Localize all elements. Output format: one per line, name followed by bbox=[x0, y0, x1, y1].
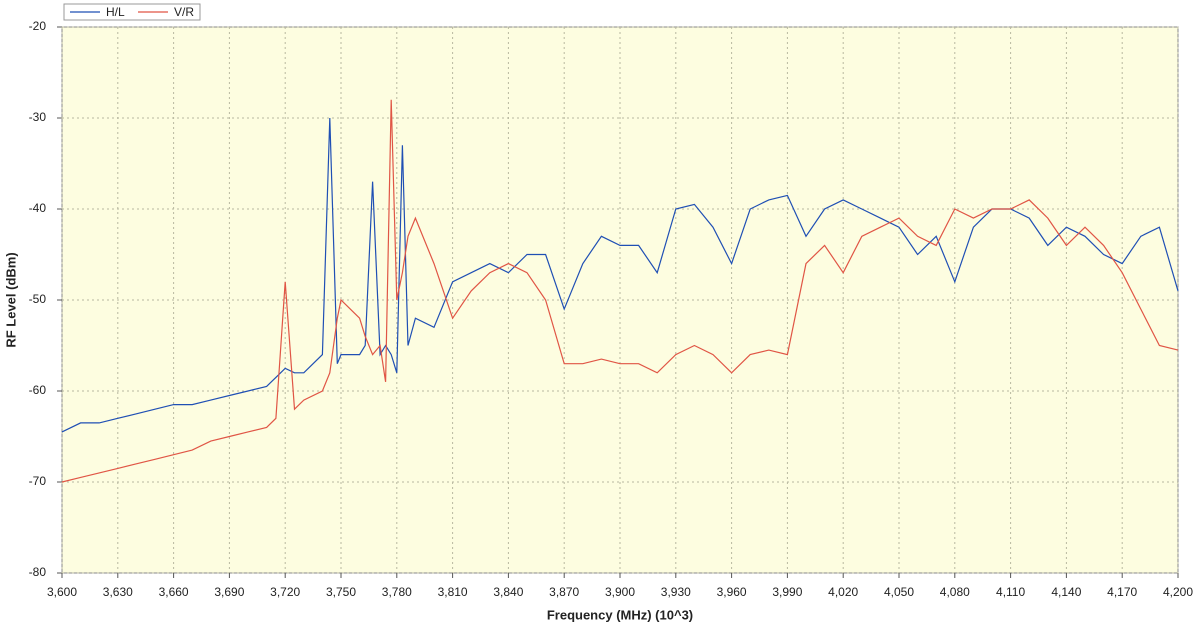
y-axis-title: RF Level (dBm) bbox=[3, 252, 18, 347]
x-tick-label: 3,990 bbox=[772, 585, 802, 599]
x-tick-label: 3,810 bbox=[438, 585, 468, 599]
x-tick-label: 3,960 bbox=[717, 585, 747, 599]
x-axis-title: Frequency (MHz) (10^3) bbox=[547, 607, 693, 622]
y-tick-label: -40 bbox=[29, 201, 47, 215]
legend-box bbox=[63, 3, 201, 21]
x-tick-label: 3,930 bbox=[661, 585, 691, 599]
x-tick-label: 4,140 bbox=[1051, 585, 1081, 599]
x-tick-label: 3,690 bbox=[214, 585, 244, 599]
x-tick-label: 4,050 bbox=[884, 585, 914, 599]
legend-label: H/L bbox=[106, 5, 125, 19]
x-tick-label: 4,200 bbox=[1163, 585, 1193, 599]
x-tick-label: 3,720 bbox=[270, 585, 300, 599]
x-tick-label: 3,900 bbox=[605, 585, 635, 599]
x-tick-label: 4,110 bbox=[996, 585, 1025, 599]
y-tick-label: -30 bbox=[29, 110, 47, 124]
y-tick-label: -20 bbox=[29, 19, 47, 33]
legend-label: V/R bbox=[174, 5, 194, 19]
x-tick-label: 3,840 bbox=[493, 585, 523, 599]
x-tick-label: 4,020 bbox=[828, 585, 858, 599]
y-tick-label: -70 bbox=[29, 474, 47, 488]
x-tick-label: 3,780 bbox=[382, 585, 412, 599]
x-tick-label: 4,080 bbox=[940, 585, 970, 599]
y-tick-label: -50 bbox=[29, 292, 47, 306]
x-tick-label: 3,660 bbox=[159, 585, 189, 599]
series-line bbox=[61, 99, 1179, 483]
y-tick-label: -60 bbox=[29, 383, 47, 397]
x-tick-label: 3,600 bbox=[47, 585, 77, 599]
x-tick-label: 3,750 bbox=[326, 585, 356, 599]
x-tick-label: 3,870 bbox=[549, 585, 579, 599]
y-tick-label: -80 bbox=[29, 565, 47, 579]
series-line bbox=[61, 117, 1179, 433]
x-tick-label: 3,630 bbox=[103, 585, 133, 599]
x-tick-label: 4,170 bbox=[1107, 585, 1137, 599]
